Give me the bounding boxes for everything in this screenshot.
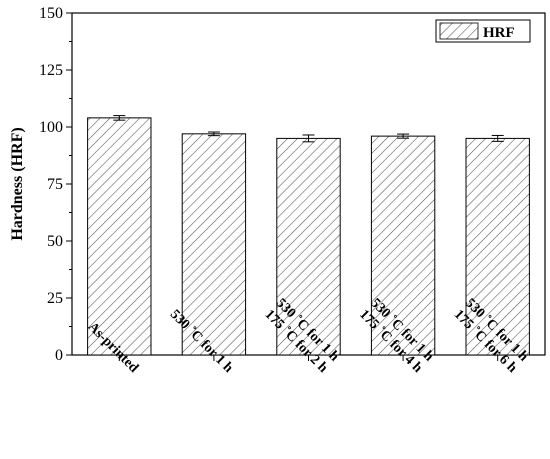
legend: HRF bbox=[435, 19, 531, 43]
y-tick-label: 50 bbox=[47, 233, 63, 250]
bar bbox=[87, 117, 152, 356]
legend-label: HRF bbox=[483, 25, 515, 41]
y-tick-label: 75 bbox=[47, 176, 63, 193]
y-tick-label: 100 bbox=[39, 119, 63, 136]
y-axis-label: Hardness (HRF) bbox=[9, 127, 26, 240]
y-tick-label: 150 bbox=[39, 5, 63, 22]
bar bbox=[465, 137, 530, 356]
bar bbox=[370, 135, 436, 356]
y-tick-label: 25 bbox=[47, 290, 63, 307]
y-tick-label: 0 bbox=[55, 347, 63, 364]
bar bbox=[181, 133, 247, 356]
y-tick-label: 125 bbox=[39, 62, 63, 79]
legend-swatch bbox=[439, 22, 479, 40]
